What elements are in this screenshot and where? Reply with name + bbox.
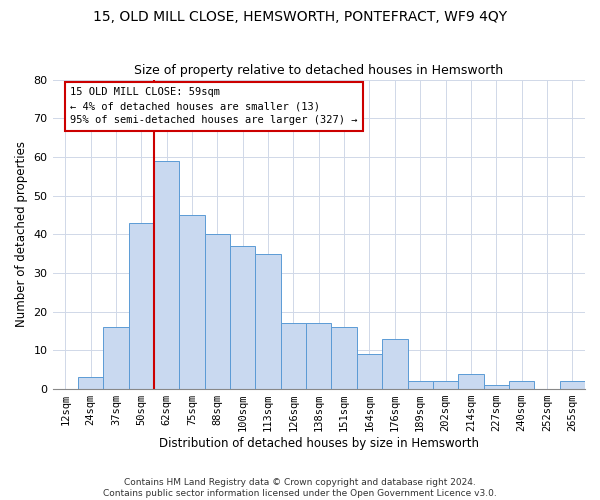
Bar (484, 385, 509, 389)
Bar (407, 382, 433, 389)
Text: 15, OLD MILL CLOSE, HEMSWORTH, PONTEFRACT, WF9 4QY: 15, OLD MILL CLOSE, HEMSWORTH, PONTEFRAC… (93, 10, 507, 24)
Bar (179, 215, 205, 389)
Bar (306, 324, 331, 389)
Bar (382, 339, 407, 389)
Bar (205, 234, 230, 389)
Bar (560, 382, 585, 389)
Bar (433, 382, 458, 389)
Title: Size of property relative to detached houses in Hemsworth: Size of property relative to detached ho… (134, 64, 503, 77)
Bar (458, 374, 484, 389)
Bar (509, 382, 534, 389)
X-axis label: Distribution of detached houses by size in Hemsworth: Distribution of detached houses by size … (159, 437, 479, 450)
Text: Contains HM Land Registry data © Crown copyright and database right 2024.
Contai: Contains HM Land Registry data © Crown c… (103, 478, 497, 498)
Bar (256, 254, 281, 389)
Y-axis label: Number of detached properties: Number of detached properties (15, 142, 28, 328)
Bar (281, 324, 306, 389)
Bar (128, 222, 154, 389)
Text: 15 OLD MILL CLOSE: 59sqm
← 4% of detached houses are smaller (13)
95% of semi-de: 15 OLD MILL CLOSE: 59sqm ← 4% of detache… (70, 88, 358, 126)
Bar (103, 327, 128, 389)
Bar (78, 378, 103, 389)
Bar (331, 327, 357, 389)
Bar (154, 161, 179, 389)
Bar (357, 354, 382, 389)
Bar (230, 246, 256, 389)
